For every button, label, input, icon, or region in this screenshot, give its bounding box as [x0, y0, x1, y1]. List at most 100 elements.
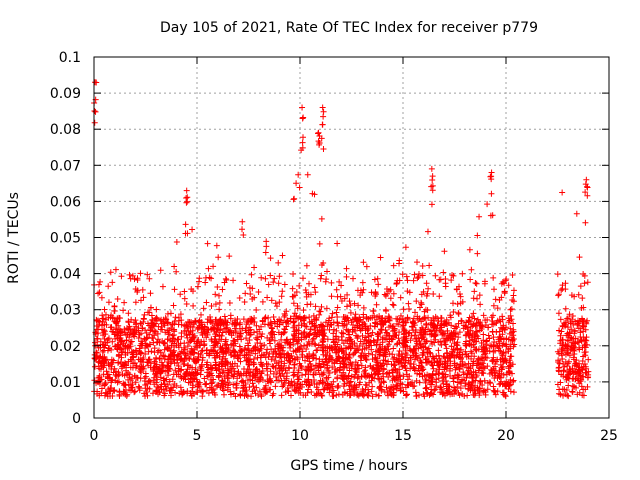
data-point	[324, 349, 331, 356]
data-point	[198, 338, 205, 345]
data-point	[471, 288, 478, 295]
data-point	[490, 334, 497, 341]
data-point	[585, 356, 592, 363]
data-point	[400, 306, 407, 313]
data-point	[253, 365, 260, 372]
data-point	[248, 393, 255, 400]
data-point	[273, 374, 280, 381]
data-point	[425, 358, 432, 365]
data-point	[338, 297, 345, 304]
data-point	[451, 340, 458, 347]
data-point	[445, 386, 452, 393]
data-point	[132, 347, 139, 354]
data-point	[270, 279, 277, 286]
data-point	[140, 294, 147, 301]
data-point	[263, 349, 270, 356]
data-point	[363, 315, 370, 322]
data-point	[343, 326, 350, 333]
data-point	[400, 331, 407, 338]
data-point	[300, 275, 307, 282]
data-point	[332, 368, 339, 375]
data-point	[153, 372, 160, 379]
data-point	[197, 364, 204, 371]
data-point	[220, 353, 227, 360]
data-point	[150, 368, 157, 375]
data-point	[447, 362, 454, 369]
data-point	[336, 367, 343, 374]
y-tick-label: 0.09	[50, 86, 81, 102]
data-point	[503, 276, 510, 283]
data-point	[580, 363, 587, 370]
data-point	[179, 358, 186, 365]
data-point	[308, 340, 315, 347]
data-point	[470, 310, 477, 317]
y-tick-label: 0.07	[50, 158, 81, 174]
data-point	[405, 300, 412, 307]
data-point	[102, 342, 109, 349]
data-point	[324, 336, 331, 343]
data-point	[384, 392, 391, 399]
data-point	[204, 240, 211, 247]
data-point	[259, 298, 266, 305]
data-point	[569, 389, 576, 396]
data-point	[455, 311, 462, 318]
data-point	[334, 320, 341, 327]
data-point	[390, 302, 397, 309]
data-point	[475, 364, 482, 371]
data-point	[426, 262, 433, 269]
data-point	[341, 380, 348, 387]
data-point	[190, 302, 197, 309]
data-point	[279, 252, 286, 259]
data-point	[195, 382, 202, 389]
data-point	[404, 277, 411, 284]
data-point	[155, 336, 162, 343]
data-point	[117, 328, 124, 335]
data-point	[121, 299, 128, 306]
data-point	[96, 289, 103, 296]
data-point	[316, 324, 323, 331]
data-point	[469, 313, 476, 320]
data-point	[219, 380, 226, 387]
data-point	[184, 230, 191, 237]
data-point	[583, 320, 590, 327]
data-point	[336, 278, 343, 285]
data-point	[555, 364, 562, 371]
data-point	[256, 388, 263, 395]
data-point	[555, 350, 562, 357]
data-point	[330, 330, 337, 337]
data-point	[399, 319, 406, 326]
data-point	[208, 318, 215, 325]
data-point	[503, 341, 510, 348]
data-point	[462, 383, 469, 390]
data-point	[560, 373, 567, 380]
data-point	[215, 254, 222, 261]
data-point	[494, 342, 501, 349]
data-point	[450, 272, 457, 279]
y-tick-label: 0.02	[50, 339, 81, 355]
data-point	[270, 313, 277, 320]
data-point	[208, 302, 215, 309]
data-point	[153, 388, 160, 395]
data-point	[391, 376, 398, 383]
data-point	[227, 315, 234, 322]
data-point	[387, 295, 394, 302]
data-point	[496, 333, 503, 340]
data-point	[393, 341, 400, 348]
data-point	[287, 344, 294, 351]
data-point	[242, 327, 249, 334]
data-point	[459, 270, 466, 277]
data-point	[238, 347, 245, 354]
data-point	[275, 359, 282, 366]
data-point	[354, 322, 361, 329]
data-point	[298, 147, 305, 154]
data-point	[228, 352, 235, 359]
data-point	[429, 370, 436, 377]
data-point	[264, 294, 271, 301]
data-point	[441, 248, 448, 255]
data-point	[326, 344, 333, 351]
data-point	[114, 379, 121, 386]
data-point	[164, 336, 171, 343]
data-point	[449, 272, 456, 279]
data-point	[255, 288, 262, 295]
data-point	[241, 298, 248, 305]
